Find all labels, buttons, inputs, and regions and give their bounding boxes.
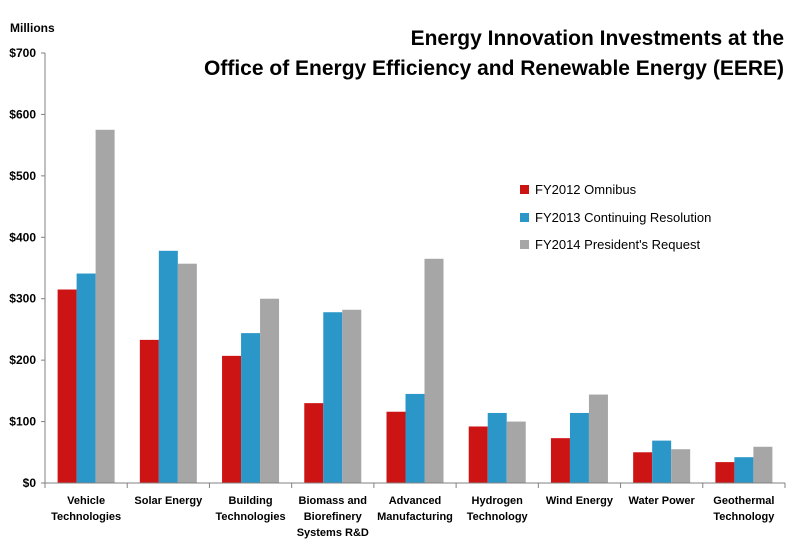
bar	[57, 289, 77, 483]
legend: FY2012 Omnibus FY2013 Continuing Resolut…	[520, 176, 711, 259]
legend-item-fy2013: FY2013 Continuing Resolution	[520, 204, 711, 232]
x-tick-label: Geothermal Technology	[713, 495, 775, 523]
bar	[342, 309, 362, 483]
bar	[734, 457, 754, 483]
bar	[405, 393, 425, 483]
legend-label: FY2012 Omnibus	[535, 182, 637, 198]
y-unit-label: Millions	[10, 21, 55, 35]
bar	[158, 250, 178, 483]
x-tick-label: Biomass and Biorefinery Systems R&D	[296, 495, 369, 539]
chart-title-line2: Office of Energy Efficiency and Renewabl…	[204, 57, 784, 80]
x-axis	[44, 482, 786, 488]
y-tick-label: $700	[9, 46, 36, 60]
legend-item-fy2012: FY2012 Omnibus	[520, 176, 711, 204]
bar	[468, 426, 488, 483]
legend-label: FY2013 Continuing Resolution	[535, 209, 712, 225]
x-tick-label: Advanced Manufacturing	[377, 495, 453, 523]
bar	[550, 438, 570, 483]
x-tick-label: Wind Energy	[545, 495, 613, 507]
bars	[57, 129, 773, 484]
y-tick-label: $300	[9, 292, 36, 306]
bar	[671, 449, 691, 483]
bar	[633, 452, 653, 483]
legend-item-fy2014: FY2014 President's Request	[520, 231, 711, 259]
y-tick-label: $100	[9, 415, 36, 429]
legend-label: FY2014 President's Request	[535, 237, 701, 253]
bar	[715, 462, 735, 483]
bar	[241, 333, 261, 483]
legend-swatch	[520, 240, 529, 250]
bar	[386, 411, 406, 483]
x-tick-label: Vehicle Technologies	[51, 495, 122, 523]
bar	[177, 263, 197, 483]
y-tick-label: $600	[9, 107, 36, 121]
bar	[222, 355, 242, 483]
bar	[753, 446, 773, 483]
bar	[487, 412, 507, 483]
bar	[424, 258, 444, 483]
bar	[95, 129, 115, 484]
chart-title-line1: Energy Innovation Investments at the	[410, 27, 784, 50]
y-tick-label: $500	[9, 169, 36, 183]
y-tick-label: $0	[23, 476, 37, 490]
bar	[76, 273, 96, 483]
x-tick-label: Solar Energy	[134, 495, 203, 507]
x-tick-label: Water Power	[628, 495, 695, 507]
bar	[260, 298, 280, 483]
y-tick-label: $200	[9, 353, 36, 367]
legend-swatch	[520, 212, 529, 222]
y-axis: $0 $100 $200 $300 $400 $500 $600 $700	[9, 46, 46, 490]
bar	[139, 339, 159, 483]
bar	[588, 394, 608, 483]
y-tick-label: $400	[9, 230, 36, 244]
x-tick-label: Hydrogen Technology	[466, 495, 528, 523]
bar	[652, 440, 672, 483]
x-tick-label: Building Technologies	[215, 495, 286, 523]
bar	[506, 421, 526, 483]
legend-swatch	[520, 185, 529, 195]
bar	[304, 403, 324, 483]
bar	[569, 412, 589, 483]
bar	[323, 312, 343, 483]
